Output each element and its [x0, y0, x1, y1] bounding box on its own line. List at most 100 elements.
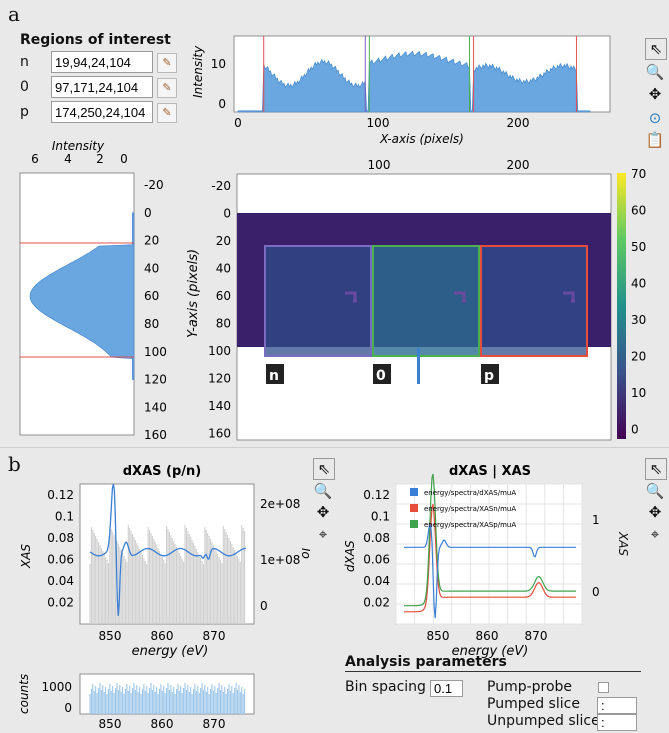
bin-spacing-label: Bin spacing: [345, 679, 426, 695]
roi-edit-button-n[interactable]: ✎: [157, 53, 177, 73]
dxas-ytick-4: 0.04: [47, 574, 74, 588]
left-plot-ytick-0: -20: [144, 178, 164, 192]
left-projection-area: [29, 212, 135, 380]
top-projection-area: [237, 50, 591, 113]
pan-icon[interactable]: ✥: [648, 85, 662, 103]
colorbar-tick-6: 10: [631, 386, 646, 400]
xas-right-tick-1: 0: [592, 585, 600, 599]
dxas-xtick-0: 850: [99, 629, 122, 643]
xas-xtick-2: 870: [525, 629, 548, 643]
zoom-icon-b1[interactable]: 🔍: [313, 482, 333, 500]
pointer-icon-b2[interactable]: ⇖: [645, 458, 667, 480]
crosshair-icon-b2[interactable]: ⌖: [650, 525, 660, 543]
left-plot-ytick-9: 160: [144, 428, 167, 442]
xas-legend-label-0: energy/spectra/dXAS/muA: [424, 489, 516, 497]
roi-label-0: 0: [20, 79, 29, 95]
left-plot-ytick-6: 100: [144, 345, 167, 359]
detector-image-plot[interactable]: 100 200 n 0 p Y-axis (pixels) -200204060…: [185, 158, 655, 443]
image-ytick-1: 0: [223, 207, 231, 221]
roi-title: Regions of interest: [20, 32, 171, 48]
colorbar-tick-1: 60: [631, 204, 646, 218]
zoom-icon[interactable]: 🔍: [645, 63, 665, 81]
roi-box-p: [480, 245, 588, 357]
colorbar: [617, 173, 626, 439]
dxas-ytick-5: 0.02: [47, 596, 74, 610]
image-ytick-7: 120: [208, 372, 231, 386]
counts-xtick-0: 850: [99, 717, 122, 731]
panel-divider: [0, 447, 669, 448]
image-ytick-6: 100: [208, 344, 231, 358]
pump-probe-label: Pump-probe: [487, 679, 573, 695]
unpumped-slice-input[interactable]: [597, 714, 637, 731]
bin-spacing-input[interactable]: [430, 680, 463, 697]
xas-xlabel: energy (eV): [452, 644, 529, 659]
xas-ytick-0: 0.12: [363, 488, 390, 502]
counts-xtick-2: 870: [203, 717, 226, 731]
xas-legend-swatch-2: [410, 520, 418, 528]
counts-ylabel: counts: [17, 674, 31, 714]
top-projection-plot[interactable]: 0 10 Intensity 0 100 200 X-axis (pixels): [190, 30, 620, 145]
zoom-icon-b2[interactable]: 🔍: [645, 482, 665, 500]
panel-a-label: a: [8, 2, 20, 26]
analysis-title: Analysis parameters: [345, 654, 507, 670]
pointer-icon-b1[interactable]: ⇖: [313, 458, 335, 480]
colorbar-tick-4: 30: [631, 313, 646, 327]
roi-label-0-image: 0: [376, 368, 386, 384]
image-ytick-3: 40: [216, 262, 231, 276]
dxas-ytick-0: 0.12: [47, 488, 74, 502]
dxas-right-tick-2: 0: [260, 599, 268, 613]
reset-icon[interactable]: ⊙: [648, 109, 662, 127]
xas-xtick-1: 860: [476, 629, 499, 643]
pointer-icon[interactable]: ⇖: [645, 38, 667, 60]
xas-ytick-1: 0.1: [371, 510, 390, 524]
left-plot-xtick-4: 4: [64, 152, 72, 166]
xas-right-tick-0: 1: [592, 513, 600, 527]
pumped-slice-input[interactable]: [597, 697, 637, 714]
dxas-xtick-2: 870: [203, 629, 226, 643]
xas-ylabel: dXAS: [343, 540, 357, 572]
dxas-ylabel: XAS: [19, 544, 33, 569]
xas-title: dXAS | XAS: [449, 464, 531, 479]
roi-box-n: [264, 245, 372, 357]
roi-input-p[interactable]: [51, 101, 153, 123]
pan-icon-b2[interactable]: ✥: [648, 503, 662, 521]
xas-ytick-3: 0.06: [363, 553, 390, 567]
unpumped-slice-label: Unpumped slice: [487, 713, 600, 729]
colorbar-tick-5: 20: [631, 350, 646, 364]
roi-input-0[interactable]: [51, 76, 153, 98]
left-plot-ytick-5: 80: [144, 317, 159, 331]
image-ylabel: Y-axis (pixels): [186, 249, 201, 338]
left-plot-xtick-2: 2: [96, 152, 104, 166]
crosshair-icon-b1[interactable]: ⌖: [318, 525, 328, 543]
roi-label-n: n: [20, 54, 29, 70]
dxas-right-tick-0: 2e+08: [260, 497, 300, 511]
left-plot-ytick-2: 20: [144, 234, 159, 248]
xas-xtick-0: 850: [427, 629, 450, 643]
xas-legend-label-1: energy/spectra/XASn/muA: [424, 505, 516, 513]
xas-legend-label-2: energy/spectra/XASp/muA: [424, 521, 516, 529]
roi-edit-button-0[interactable]: ✎: [157, 78, 177, 98]
left-plot-ytick-1: 0: [144, 206, 152, 220]
dxas-ylabel-right: Io: [299, 548, 310, 559]
xas-ylabel-right: XAS: [616, 532, 630, 557]
counts-plot[interactable]: 1000 0 counts 850 860 870: [10, 670, 310, 733]
left-plot-ytick-3: 40: [144, 261, 159, 275]
left-projection-plot[interactable]: Intensity 6 4 2 0 -20 0 20 40 60 80 100 120 140 1…: [10, 140, 180, 445]
pumped-slice-label: Pumped slice: [487, 696, 580, 712]
top-plot-xtick-100: 100: [367, 116, 390, 130]
image-xtick-200: 200: [507, 158, 530, 172]
export-icon[interactable]: 📋: [645, 131, 665, 149]
dxas-plot[interactable]: dXAS (p/n) 0.12 0.1 0.08 0.06 0.04 0.02 2e+08…: [10, 460, 310, 660]
image-ytick-4: 60: [216, 289, 231, 303]
roi-edit-button-p[interactable]: ✎: [157, 103, 177, 123]
top-plot-xtick-200: 200: [507, 116, 530, 130]
xas-plot[interactable]: dXAS | XAS energy/spectra/dXAS/muA energy…: [340, 460, 630, 660]
roi-label-n-image: n: [269, 368, 279, 384]
counts-ytick-0: 0: [64, 701, 72, 715]
pump-probe-checkbox[interactable]: [598, 682, 609, 693]
dxas-xlabel: energy (eV): [132, 644, 209, 659]
roi-input-n[interactable]: [51, 51, 153, 73]
xas-ytick-4: 0.04: [363, 574, 390, 588]
pan-icon-b1[interactable]: ✥: [316, 503, 330, 521]
dxas-ytick-3: 0.06: [47, 553, 74, 567]
